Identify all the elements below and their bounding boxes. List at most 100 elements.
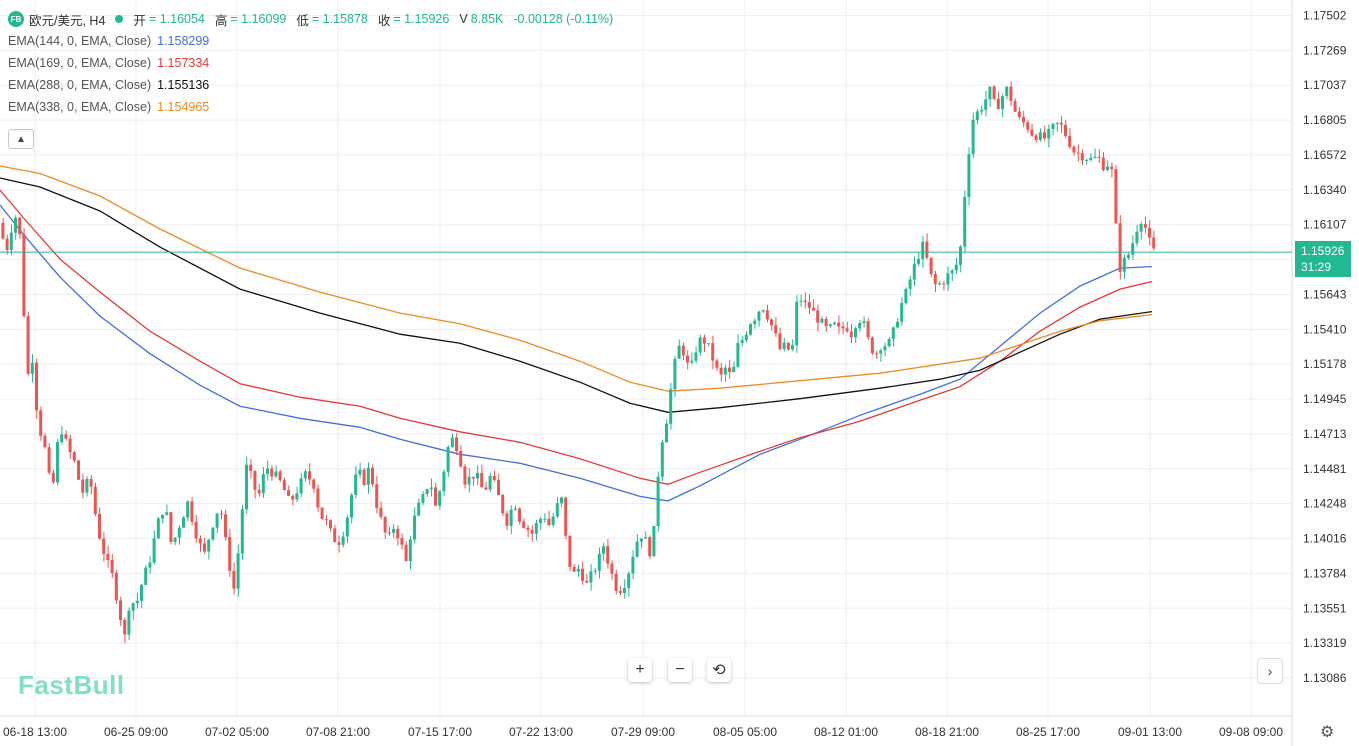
candle-body	[984, 99, 988, 110]
candle-body	[26, 316, 30, 374]
candle-body	[85, 479, 89, 493]
candle-body	[652, 526, 656, 557]
candle-body	[215, 513, 219, 528]
candle-body	[211, 527, 215, 540]
indicator-row-ema338[interactable]: EMA(338, 0, EMA, Close) 1.154965	[8, 96, 623, 118]
candle-body	[585, 580, 589, 583]
candle-body	[1009, 86, 1013, 101]
candle-body	[379, 507, 383, 517]
candle-body	[68, 438, 72, 453]
candle-body	[1139, 224, 1143, 232]
candle-body	[837, 322, 841, 327]
candle-body	[627, 573, 631, 588]
candle-body	[303, 471, 307, 479]
candle-body	[875, 353, 878, 355]
ema-line	[0, 204, 1153, 502]
candle-body	[425, 489, 429, 494]
candle-body	[841, 326, 845, 329]
zoom-in-button[interactable]: +	[628, 658, 652, 682]
price-tick-label: 1.14248	[1303, 497, 1347, 511]
candle-body	[333, 528, 337, 543]
candle-body	[568, 535, 572, 567]
price-tick-label: 1.17037	[1303, 78, 1347, 92]
candle-body	[152, 538, 156, 563]
candle-body	[564, 497, 568, 536]
zoom-out-button[interactable]: −	[668, 658, 692, 682]
price-tick-label: 1.16805	[1303, 113, 1347, 127]
candle-body	[576, 568, 580, 572]
candle-body	[14, 217, 17, 233]
candle-body	[862, 321, 866, 323]
candle-body	[665, 423, 668, 443]
candle-body	[845, 328, 849, 332]
candle-body	[1131, 243, 1135, 255]
indicator-row-ema144[interactable]: EMA(144, 0, EMA, Close) 1.158299	[8, 30, 623, 52]
candle-body	[261, 474, 265, 494]
candle-body	[228, 537, 232, 571]
candle-body	[946, 273, 950, 285]
candle-body	[1059, 122, 1063, 125]
candle-body	[316, 488, 320, 508]
scroll-to-latest-button[interactable]: ›	[1257, 658, 1283, 684]
price-tick-label: 1.13551	[1303, 601, 1347, 615]
candle-body	[434, 487, 437, 506]
symbol-label[interactable]: 欧元/美元, H4	[29, 13, 106, 28]
candle-body	[1005, 86, 1009, 97]
candle-body	[774, 325, 778, 334]
time-tick-label: 07-02 05:00	[205, 725, 269, 739]
candle-body	[824, 318, 828, 326]
price-tick-label: 1.16107	[1303, 218, 1347, 232]
reset-chart-button[interactable]: ⟲	[707, 658, 731, 682]
candle-body	[400, 538, 404, 545]
candle-body	[803, 300, 807, 303]
candle-body	[1055, 122, 1059, 124]
candle-body	[131, 603, 135, 611]
candle-body	[887, 339, 891, 347]
time-tick-label: 09-01 13:00	[1118, 725, 1182, 739]
time-tick-label: 07-22 13:00	[509, 725, 573, 739]
candle-body	[513, 508, 517, 510]
candle-body	[345, 517, 349, 537]
candle-body	[43, 435, 47, 448]
candle-body	[463, 466, 467, 485]
price-tick-label: 1.15643	[1303, 287, 1347, 301]
candle-body	[921, 241, 925, 259]
reset-icon: ⟲	[712, 662, 726, 679]
candle-body	[64, 434, 68, 439]
plus-icon: +	[635, 661, 645, 678]
candle-body	[581, 568, 584, 581]
candle-body	[198, 538, 202, 544]
ohlc-row: FB 欧元/美元, H4 开 = 1.16054 高 = 1.16099 低 =…	[8, 8, 623, 30]
candle-body	[18, 217, 22, 235]
candle-body	[459, 451, 463, 467]
candle-body	[77, 460, 80, 480]
ema-line	[0, 165, 1153, 392]
candle-body	[669, 389, 673, 424]
candle-body	[816, 310, 820, 323]
price-tick-label: 1.13086	[1303, 671, 1347, 685]
candle-body	[467, 476, 471, 485]
candle-body	[782, 342, 786, 350]
candle-body	[1013, 101, 1017, 112]
indicator-row-ema169[interactable]: EMA(169, 0, EMA, Close) 1.157334	[8, 52, 623, 74]
candle-body	[81, 479, 85, 493]
time-tick-label: 08-18 21:00	[915, 725, 979, 739]
candle-body	[543, 518, 547, 520]
candle-body	[408, 539, 412, 561]
chart-settings-button[interactable]: ⚙	[1320, 722, 1334, 742]
candle-body	[761, 310, 765, 312]
candle-body	[828, 324, 832, 327]
chart-legend: FB 欧元/美元, H4 开 = 1.16054 高 = 1.16099 低 =…	[8, 8, 623, 118]
candle-body	[942, 283, 946, 285]
candle-body	[1064, 124, 1067, 136]
indicator-label: EMA(288, 0, EMA, Close)	[8, 78, 152, 92]
candle-body	[555, 503, 559, 517]
collapse-legend-button[interactable]: ▲	[8, 129, 34, 149]
indicator-row-ema288[interactable]: EMA(288, 0, EMA, Close) 1.155136	[8, 74, 623, 96]
candle-body	[320, 507, 324, 520]
indicator-value: 1.155136	[157, 78, 210, 92]
candle-body	[1030, 129, 1034, 136]
candle-body	[677, 345, 681, 359]
